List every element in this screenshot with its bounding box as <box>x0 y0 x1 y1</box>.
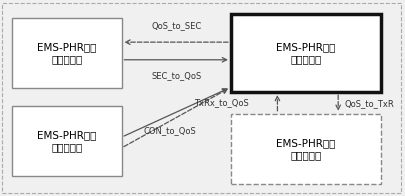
Text: SEC_to_QoS: SEC_to_QoS <box>151 72 201 81</box>
Text: QoS_to_SEC: QoS_to_SEC <box>151 21 201 30</box>
Text: CON_to_QoS: CON_to_QoS <box>144 126 196 135</box>
Bar <box>231 114 381 184</box>
Bar <box>231 14 381 92</box>
Text: TxRx_to_QoS: TxRx_to_QoS <box>194 98 249 107</box>
Bar <box>12 106 122 176</box>
Text: EMS-PHR공유
품질관리부: EMS-PHR공유 품질관리부 <box>276 42 335 64</box>
Text: EMS-PHR공유
보안관리부: EMS-PHR공유 보안관리부 <box>37 42 96 64</box>
Text: EMS-PHR공유
접속관리부: EMS-PHR공유 접속관리부 <box>37 130 96 152</box>
Bar <box>12 18 122 88</box>
Text: QoS_to_TxR: QoS_to_TxR <box>344 99 394 108</box>
Text: EMS-PHR공유
전송관리부: EMS-PHR공유 전송관리부 <box>276 138 335 160</box>
